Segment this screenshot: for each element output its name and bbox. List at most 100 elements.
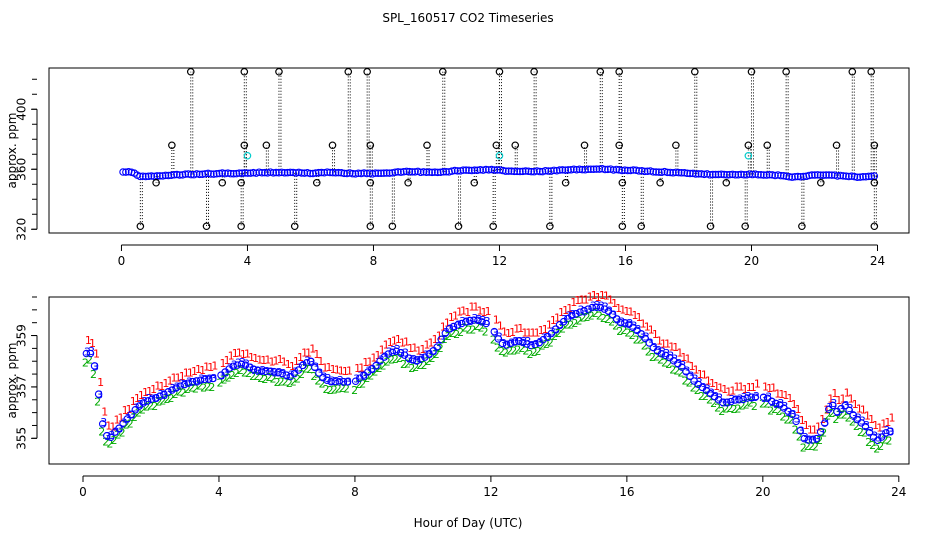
marker-3: 3 — [777, 397, 784, 410]
marker-1: 1 — [844, 387, 851, 400]
marker-2: 2 — [514, 343, 521, 356]
data-point — [623, 166, 632, 175]
marker-1: 1 — [326, 361, 333, 374]
marker-2: 2 — [567, 318, 574, 331]
marker-2: 2 — [286, 377, 293, 390]
data-point — [419, 168, 428, 176]
marker-3: 3 — [129, 408, 136, 421]
data-point — [207, 170, 215, 178]
data-point — [433, 168, 442, 177]
data-point — [198, 170, 207, 179]
marker-1: 1 — [118, 412, 125, 425]
marker-o — [278, 369, 286, 378]
marker-1: 1 — [652, 328, 659, 341]
marker-3: 3 — [88, 345, 95, 358]
data-point — [164, 171, 173, 180]
data-point — [782, 172, 791, 180]
data-point — [275, 168, 283, 177]
marker-o — [445, 324, 454, 333]
marker-1: 1 — [187, 367, 194, 380]
data-point — [232, 169, 241, 178]
data-point — [258, 169, 266, 177]
marker-1: 1 — [191, 365, 198, 378]
data-point — [822, 171, 830, 179]
marker-o — [147, 395, 156, 404]
data-point — [553, 166, 561, 175]
marker-o — [808, 436, 817, 444]
marker-2: 2 — [168, 392, 175, 405]
marker-1: 1 — [709, 377, 716, 390]
marker-2: 2 — [661, 357, 668, 370]
data-point — [592, 165, 601, 173]
marker-o — [196, 376, 205, 384]
data-point — [672, 168, 680, 177]
marker-o — [98, 420, 107, 428]
data-point — [536, 167, 544, 176]
flagged-point — [243, 151, 252, 160]
data-point — [629, 166, 638, 174]
marker-3: 3 — [243, 358, 250, 371]
marker-3: 3 — [443, 326, 450, 339]
marker-2: 2 — [331, 384, 338, 397]
marker-o — [457, 319, 466, 328]
data-point — [581, 165, 589, 174]
data-point — [201, 170, 209, 178]
marker-o — [502, 341, 511, 349]
marker-2: 2 — [123, 418, 130, 431]
marker-2: 2 — [94, 396, 101, 409]
marker-o — [184, 379, 193, 387]
marker-2: 2 — [408, 362, 415, 375]
data-point — [666, 168, 674, 177]
marker-1: 1 — [472, 300, 479, 313]
marker-2: 2 — [763, 398, 770, 411]
marker-2: 2 — [461, 321, 468, 334]
data-point — [493, 166, 502, 174]
marker-3: 3 — [161, 389, 168, 402]
marker-3: 3 — [125, 412, 132, 425]
marker-3: 3 — [210, 372, 217, 385]
marker-2: 2 — [335, 383, 342, 396]
data-point — [686, 169, 694, 178]
marker-2: 2 — [637, 334, 644, 347]
data-point — [442, 167, 450, 176]
data-point — [638, 166, 646, 175]
marker-1: 1 — [383, 338, 390, 351]
marker-o — [800, 434, 809, 443]
data-point — [391, 168, 399, 176]
marker-1: 1 — [158, 380, 165, 393]
data-point — [504, 167, 513, 175]
marker-2: 2 — [249, 370, 256, 383]
data-point — [734, 170, 743, 179]
marker-2: 2 — [135, 406, 142, 419]
marker-2: 2 — [115, 428, 122, 441]
marker-o — [494, 335, 503, 343]
marker-1: 1 — [252, 352, 259, 365]
marker-1: 1 — [672, 341, 679, 354]
data-point — [762, 171, 771, 179]
marker-2: 2 — [535, 345, 542, 358]
marker-2: 2 — [857, 426, 864, 439]
marker-2: 2 — [155, 396, 162, 409]
marker-3: 3 — [802, 431, 809, 444]
marker-o — [616, 318, 625, 327]
data-point — [714, 170, 723, 179]
marker-1: 1 — [321, 361, 328, 374]
marker-o — [576, 308, 584, 316]
x-tick-label: 0 — [118, 254, 126, 268]
marker-o — [825, 405, 833, 414]
marker-o — [408, 356, 417, 364]
marker-2: 2 — [820, 426, 827, 439]
data-point — [269, 169, 278, 177]
marker-2: 2 — [722, 403, 729, 416]
marker-3: 3 — [700, 381, 707, 394]
data-point — [363, 169, 371, 178]
marker-2: 2 — [192, 382, 199, 395]
outlier-point — [618, 178, 627, 187]
marker-3: 3 — [639, 328, 646, 341]
marker-1: 1 — [762, 381, 769, 394]
marker-1: 1 — [623, 305, 630, 318]
marker-o — [241, 361, 250, 369]
data-point — [229, 169, 238, 178]
marker-3: 3 — [96, 388, 103, 401]
